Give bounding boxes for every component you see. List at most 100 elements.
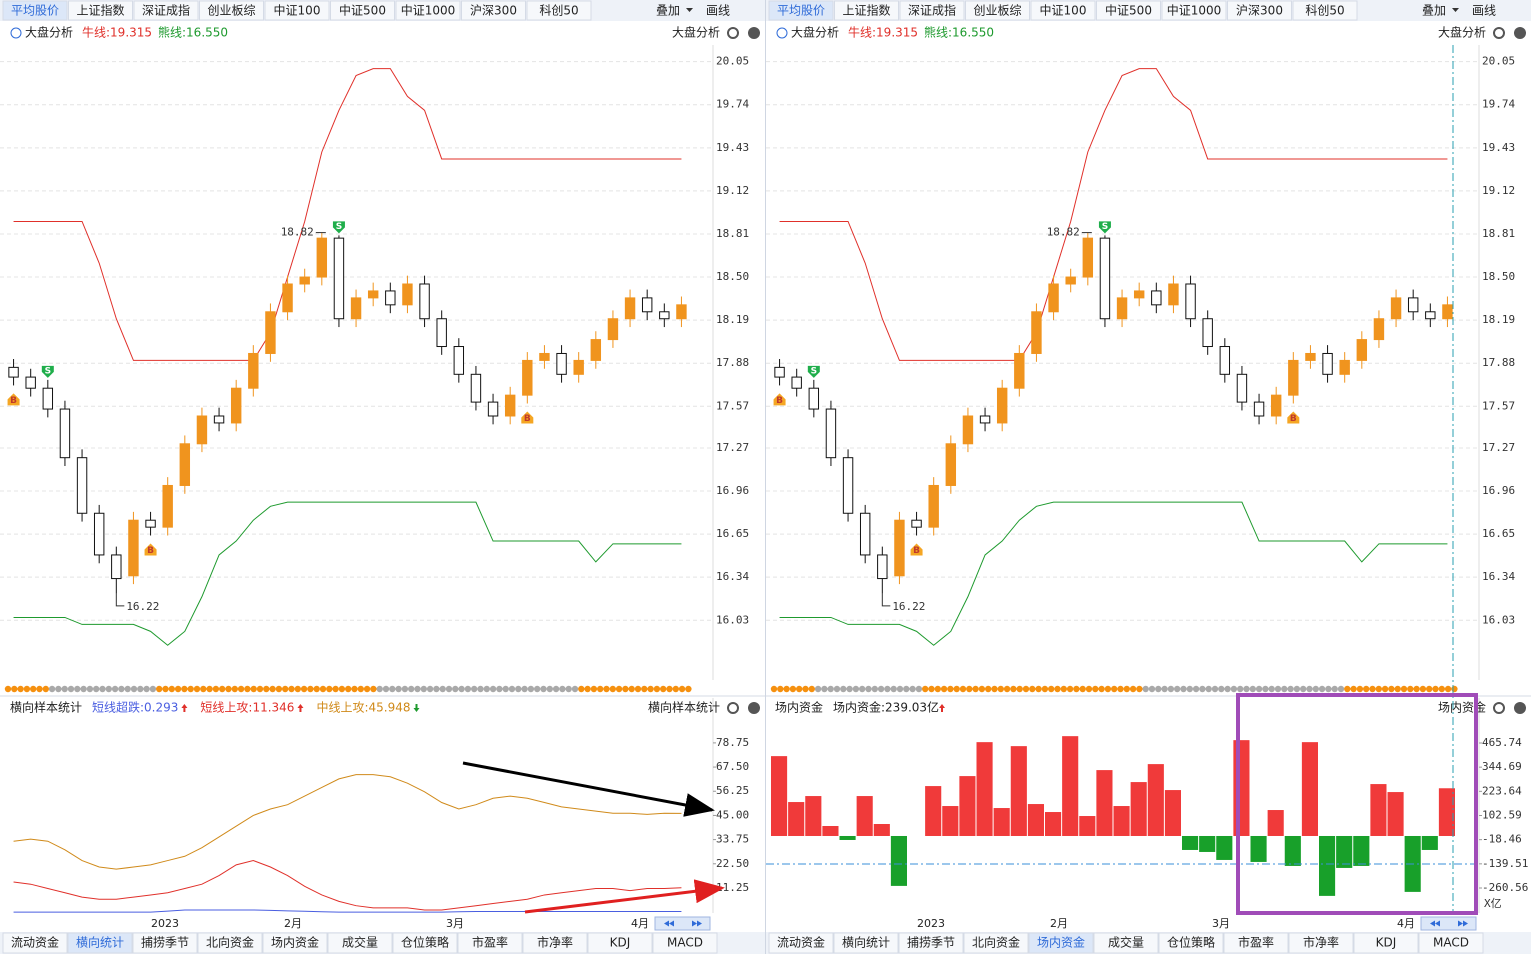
help-icon[interactable] (1514, 27, 1526, 39)
bar (788, 802, 805, 836)
tab[interactable] (330, 0, 395, 21)
tab[interactable] (526, 0, 592, 21)
scroll-left[interactable] (1430, 920, 1440, 927)
settings-icon[interactable] (1493, 702, 1505, 714)
tab[interactable] (1096, 0, 1161, 21)
status-dot (540, 685, 547, 693)
x-tick-label: 2023 (151, 917, 179, 930)
status-dot (660, 685, 667, 693)
candle-body (350, 297, 362, 320)
candle-body (1048, 283, 1059, 313)
status-dot (105, 685, 113, 693)
settings-icon[interactable] (727, 27, 739, 39)
tab[interactable] (395, 0, 461, 21)
status-dot (653, 685, 661, 693)
tab[interactable] (768, 0, 834, 21)
legend-arrow (413, 704, 420, 712)
tab[interactable] (899, 0, 965, 21)
status-dot (370, 685, 377, 693)
tab[interactable] (834, 0, 899, 21)
y-tick-label: 78.75 (716, 736, 749, 749)
help-icon[interactable] (748, 702, 760, 714)
status-dot (1029, 685, 1036, 693)
status-dot (1350, 685, 1357, 693)
signal-label: B (1290, 414, 1297, 424)
bottom-tab[interactable] (963, 932, 1029, 954)
tab[interactable] (1161, 0, 1227, 21)
settings-icon[interactable] (727, 702, 739, 714)
bottom-tab[interactable] (1093, 932, 1159, 954)
status-dot (565, 685, 572, 693)
status-dot (477, 685, 484, 693)
bottom-tab[interactable] (652, 932, 718, 954)
status-dot (890, 685, 897, 693)
candle-body (419, 283, 430, 320)
y-tick-label: 33.75 (716, 833, 749, 846)
tab[interactable] (1292, 0, 1358, 21)
bottom-tab[interactable] (457, 932, 523, 954)
collapse-icon[interactable] (776, 27, 788, 39)
status-dot (959, 685, 967, 693)
bottom-tab[interactable] (522, 932, 588, 954)
bottom-tab[interactable] (132, 932, 198, 954)
status-dot (678, 685, 686, 693)
help-icon[interactable] (1514, 702, 1526, 714)
status-dot (1306, 685, 1313, 693)
collapse-icon[interactable] (10, 27, 22, 39)
bottom-tab[interactable] (1418, 932, 1484, 954)
scroll-right[interactable] (1458, 920, 1468, 927)
scroll-left[interactable] (664, 920, 674, 927)
candle-body (928, 484, 939, 528)
status-dot (168, 685, 175, 693)
tab[interactable] (1030, 0, 1096, 21)
candle-body (162, 484, 173, 528)
bottom-tab[interactable] (587, 932, 653, 954)
settings-icon[interactable] (1493, 27, 1505, 39)
bottom-tab[interactable] (1353, 932, 1419, 954)
candle-body (1288, 359, 1299, 396)
status-dot (17, 685, 24, 693)
bottom-tab[interactable] (197, 932, 263, 954)
help-icon[interactable] (748, 27, 760, 39)
candle-body (504, 394, 516, 417)
bottom-tab[interactable] (392, 932, 458, 954)
bottom-tab[interactable] (898, 932, 964, 954)
status-dot (641, 685, 648, 693)
tool-button[interactable]: 叠加 (656, 4, 680, 18)
bar (1182, 835, 1199, 850)
bottom-tab[interactable] (1028, 932, 1094, 954)
status-dot (1281, 685, 1288, 693)
scroll-control[interactable] (1420, 916, 1477, 931)
tool-button[interactable]: 画线 (1472, 4, 1496, 18)
bottom-tab[interactable] (262, 932, 328, 954)
status-dot (294, 685, 301, 693)
scroll-right[interactable] (692, 920, 702, 927)
status-dot (433, 685, 440, 693)
tab[interactable] (1227, 0, 1292, 21)
bottom-tab[interactable] (833, 932, 899, 954)
tab[interactable] (68, 0, 133, 21)
y-tick-label: -139.51 (1482, 857, 1528, 870)
tab[interactable] (2, 0, 68, 21)
tab[interactable] (133, 0, 199, 21)
tab[interactable] (965, 0, 1030, 21)
bottom-tab-label: 场内资金 (1037, 935, 1085, 950)
tab[interactable] (264, 0, 330, 21)
tool-button[interactable]: 叠加 (1422, 4, 1446, 18)
status-dot (118, 685, 125, 693)
tab[interactable] (461, 0, 526, 21)
bottom-tab[interactable] (327, 932, 393, 954)
bottom-tab[interactable] (768, 932, 834, 954)
status-dot (1174, 685, 1181, 693)
bottom-tab[interactable] (2, 932, 68, 954)
bottom-tab[interactable] (1158, 932, 1224, 954)
bottom-tab[interactable] (1223, 932, 1289, 954)
bottom-tab[interactable] (1288, 932, 1354, 954)
candle-body (791, 376, 802, 389)
tab[interactable] (199, 0, 264, 21)
scroll-control[interactable] (654, 916, 711, 931)
status-dot (1300, 685, 1307, 693)
bottom-tab[interactable] (67, 932, 133, 954)
candle-body (93, 512, 105, 556)
tool-button[interactable]: 画线 (706, 4, 730, 18)
